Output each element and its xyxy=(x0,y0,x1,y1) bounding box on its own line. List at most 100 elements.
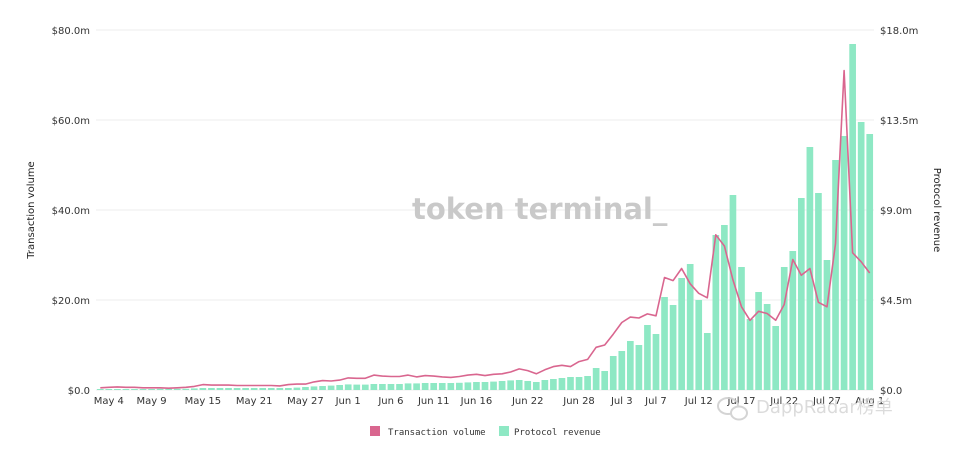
bar-protocol-revenue xyxy=(370,384,378,390)
right-axis-title: Protocol revenue xyxy=(931,168,942,252)
bar-protocol-revenue xyxy=(438,383,446,390)
bar-protocol-revenue xyxy=(815,193,822,390)
transaction-volume-line xyxy=(100,69,871,390)
bar-protocol-revenue xyxy=(849,44,856,390)
bar-protocol-revenue xyxy=(840,136,848,390)
bar-protocol-revenue xyxy=(823,260,831,390)
bar-protocol-revenue xyxy=(139,389,147,390)
bar-protocol-revenue xyxy=(208,388,215,390)
bar-protocol-revenue xyxy=(635,345,643,390)
bar-protocol-revenue xyxy=(550,379,557,390)
bar-protocol-revenue xyxy=(789,251,797,390)
bar-protocol-revenue xyxy=(515,380,523,390)
bar-protocol-revenue xyxy=(703,333,711,390)
right-tick-label: $4.5m xyxy=(880,296,912,307)
left-axis-ticks: $0.0 $20.0m $40.0m $60.0m $80.0m xyxy=(52,26,90,397)
bar-protocol-revenue xyxy=(353,384,361,390)
bar-protocol-revenue xyxy=(344,384,352,390)
legend-item-transaction-volume[interactable]: Transaction volume xyxy=(370,426,486,438)
legend-label-protocol-revenue: Protocol revenue xyxy=(514,428,601,438)
bar-protocol-revenue xyxy=(832,160,839,390)
bar-protocol-revenue xyxy=(627,341,634,390)
bar-protocol-revenue xyxy=(601,371,609,390)
x-tick-label: Jul 3 xyxy=(610,396,633,407)
bar-protocol-revenue xyxy=(302,387,309,390)
bar-protocol-revenue xyxy=(712,235,720,390)
x-tick-label: Jun 11 xyxy=(417,396,450,407)
bar-protocol-revenue xyxy=(772,326,780,390)
bar-protocol-revenue xyxy=(558,378,566,390)
bar-protocol-revenue xyxy=(755,292,762,390)
x-tick-label: Jun 28 xyxy=(562,396,595,407)
bar-protocol-revenue xyxy=(695,300,703,390)
bar-protocol-revenue xyxy=(105,389,113,390)
x-tick-label: Jun 1 xyxy=(335,396,361,407)
x-tick-label: May 4 xyxy=(94,396,124,407)
right-tick-label: $18.0m xyxy=(880,26,918,37)
legend-swatch-transaction-volume xyxy=(370,426,380,436)
bar-protocol-revenue xyxy=(216,388,224,390)
bar-protocol-revenue xyxy=(686,264,694,390)
x-tick-label: Jul 22 xyxy=(769,396,798,407)
legend-item-protocol-revenue[interactable]: Protocol revenue xyxy=(499,426,601,438)
bar-protocol-revenue xyxy=(199,388,207,390)
bar-protocol-revenue xyxy=(250,388,258,390)
bar-protocol-revenue xyxy=(763,304,771,390)
bar-protocol-revenue xyxy=(567,377,574,390)
legend: Transaction volume Protocol revenue xyxy=(370,426,601,438)
bar-protocol-revenue xyxy=(430,383,438,390)
bar-protocol-revenue xyxy=(857,122,865,390)
source-watermark: DappRadar榜单 xyxy=(717,397,893,421)
bar-protocol-revenue xyxy=(148,389,155,390)
protocol-revenue-bars xyxy=(96,44,874,390)
bar-protocol-revenue xyxy=(165,388,173,390)
right-tick-label: $13.5m xyxy=(880,116,918,127)
bar-protocol-revenue xyxy=(652,334,660,390)
x-tick-label: May 21 xyxy=(236,396,273,407)
bar-protocol-revenue xyxy=(276,388,284,390)
left-tick-label: $60.0m xyxy=(52,116,90,127)
x-tick-label: Jul 27 xyxy=(812,396,841,407)
bar-protocol-revenue xyxy=(738,267,745,390)
bar-protocol-revenue xyxy=(327,385,335,390)
bar-protocol-revenue xyxy=(404,383,412,390)
bar-protocol-revenue xyxy=(361,384,369,390)
bar-protocol-revenue xyxy=(379,384,386,390)
x-tick-label: Jul 17 xyxy=(726,396,755,407)
bar-protocol-revenue xyxy=(507,380,514,390)
x-tick-label: May 15 xyxy=(185,396,222,407)
legend-swatch-protocol-revenue xyxy=(499,426,509,436)
x-tick-label: Jun 22 xyxy=(511,396,544,407)
right-tick-label: $9.0m xyxy=(880,206,912,217)
bar-protocol-revenue xyxy=(413,383,420,390)
bar-protocol-revenue xyxy=(293,387,301,390)
bar-protocol-revenue xyxy=(456,382,463,390)
bar-protocol-revenue xyxy=(541,380,549,390)
wechat-icon xyxy=(717,397,748,421)
bar-protocol-revenue xyxy=(173,388,181,390)
bar-protocol-revenue xyxy=(721,225,728,390)
bar-protocol-revenue xyxy=(242,388,249,390)
bar-protocol-revenue xyxy=(267,388,275,390)
bar-protocol-revenue xyxy=(464,382,472,390)
watermark-logo: token terminal_ xyxy=(412,192,668,226)
line-transaction-volume xyxy=(100,69,871,390)
bar-protocol-revenue xyxy=(532,382,540,390)
bar-protocol-revenue xyxy=(396,384,403,390)
bar-protocol-revenue xyxy=(592,368,600,390)
left-tick-label: $80.0m xyxy=(52,26,90,37)
bar-protocol-revenue xyxy=(490,381,497,390)
right-axis-ticks: $0.0 $4.5m $9.0m $13.5m $18.0m xyxy=(880,26,918,397)
legend-label-transaction-volume: Transaction volume xyxy=(388,428,486,438)
bar-protocol-revenue xyxy=(96,389,104,390)
bar-protocol-revenue xyxy=(387,384,395,390)
bar-protocol-revenue xyxy=(644,325,651,390)
right-tick-label: $0.0 xyxy=(880,386,902,397)
bar-protocol-revenue xyxy=(285,388,292,390)
bar-protocol-revenue xyxy=(473,382,480,390)
bar-protocol-revenue xyxy=(447,383,455,390)
bar-protocol-revenue xyxy=(746,319,754,390)
x-tick-label: May 27 xyxy=(287,396,324,407)
